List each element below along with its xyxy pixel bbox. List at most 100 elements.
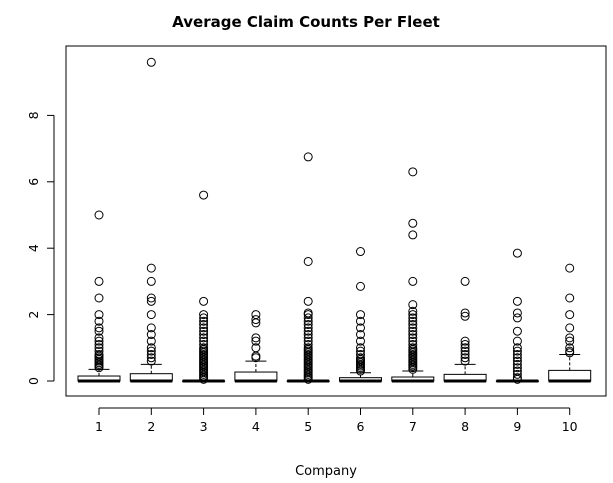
outlier-point [460,343,470,353]
outlier-point [565,293,575,303]
x-tick-label-3: 3 [200,419,208,434]
outlier-point [512,363,522,373]
outlier-point [303,339,313,349]
y-tick-label-4: 4 [26,244,41,252]
outlier-point [408,323,418,333]
x-tick-label-7: 7 [409,419,417,434]
outlier-point [408,330,418,340]
outlier-point [512,369,522,379]
outlier-point [146,330,156,340]
outlier-point [512,326,522,336]
outlier-point [408,316,418,326]
outlier-point [512,343,522,353]
outlier-point [146,276,156,286]
chart-title: Average Claim Counts Per Fleet [172,13,440,31]
outlier-point [303,256,313,266]
outlier-point [146,263,156,273]
box-company-5 [286,152,330,384]
outlier-point [303,308,313,318]
y-tick-label-0: 0 [26,377,41,385]
plot-frame [65,45,607,397]
outlier-point [199,333,209,343]
outlier-point [199,296,209,306]
outlier-point [356,336,365,346]
outlier-point [94,346,104,356]
outlier-point [512,336,522,346]
outlier-point [512,248,522,258]
outlier-point [146,296,156,306]
outlier-point [94,343,104,353]
outlier-point [356,346,365,356]
outlier-point [356,353,365,363]
outlier-point [303,296,313,306]
outlier-point [408,343,418,353]
outlier-point [356,349,365,359]
outlier-point [146,349,156,359]
outlier-point [460,311,470,321]
outlier-point [565,336,575,346]
outlier-point [408,333,418,343]
outlier-point [251,315,261,325]
outlier-point [303,152,313,162]
outlier-point [356,281,365,291]
outlier-point [199,310,209,320]
x-tick-label-6: 6 [357,419,365,434]
outlier-point [251,310,261,320]
outlier-point [356,247,365,257]
outlier-point [460,339,470,349]
y-tick-label-8: 8 [26,111,41,119]
outlier-point [199,323,209,333]
outlier-point [408,306,418,316]
outlier-point [565,310,575,320]
boxplot-series [77,57,592,384]
box-company-2 [129,57,173,383]
x-tick-label-1: 1 [95,419,103,434]
box-company-10 [548,263,592,383]
outlier-point [408,230,418,240]
outlier-point [512,313,522,323]
outlier-point [408,167,418,177]
x-tick-label-10: 10 [562,419,578,434]
outlier-point [146,356,156,366]
outlier-point [512,366,522,376]
outlier-point [460,346,470,356]
outlier-point [565,323,575,333]
outlier-point [94,316,104,326]
outlier-point [512,308,522,318]
outlier-point [408,218,418,228]
box-company-3 [182,190,226,384]
outlier-point [94,310,104,320]
outlier-point [94,293,104,303]
outlier-point [146,293,156,303]
outlier-point [408,326,418,336]
outlier-point [460,276,470,286]
outlier-point [356,330,365,340]
outlier-point [460,336,470,346]
outlier-point [94,323,104,333]
outlier-point [199,336,209,346]
outlier-point [512,296,522,306]
outlier-point [251,333,261,343]
outlier-point [94,336,104,346]
outlier-point [94,276,104,286]
outlier-point [199,326,209,336]
outlier-point [565,346,575,356]
outlier-point [460,349,470,359]
outlier-point [303,313,313,323]
outlier-point [199,190,209,200]
outlier-point [408,300,418,310]
box-company-4 [234,310,278,383]
outlier-point [146,57,156,67]
outlier-point [199,316,209,326]
y-tick-label-2: 2 [26,311,41,319]
outlier-point [460,353,470,363]
outlier-point [303,320,313,330]
outlier-point [460,356,470,366]
outlier-point [408,310,418,320]
outlier-point [199,343,209,353]
outlier-point [94,339,104,349]
outlier-point [303,323,313,333]
outlier-point [565,333,575,343]
outlier-point [251,343,261,353]
outlier-point [303,333,313,343]
